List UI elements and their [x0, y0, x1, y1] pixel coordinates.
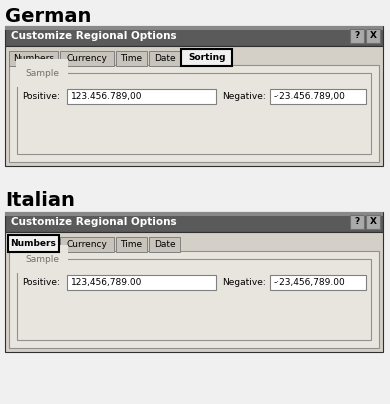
Bar — [269, 275, 366, 290]
Text: Customize Regional Options: Customize Regional Options — [11, 31, 177, 41]
Bar — [17, 73, 371, 154]
Bar — [5, 26, 383, 30]
Bar — [149, 237, 181, 252]
Text: Sample: Sample — [25, 69, 59, 78]
Bar — [9, 65, 379, 162]
Bar — [366, 29, 380, 43]
Bar — [9, 51, 58, 66]
Bar — [5, 232, 383, 352]
Bar — [67, 275, 216, 290]
Bar — [116, 51, 147, 66]
Bar — [269, 89, 366, 104]
Text: Time: Time — [121, 240, 143, 249]
Text: -·23.456.789,00: -·23.456.789,00 — [274, 92, 346, 101]
Text: Negative:: Negative: — [222, 92, 266, 101]
Bar — [181, 49, 232, 66]
Text: -·23,456,789.00: -·23,456,789.00 — [274, 278, 346, 287]
Text: Positive:: Positive: — [22, 278, 60, 287]
Text: Numbers: Numbers — [11, 238, 56, 248]
Bar — [5, 46, 383, 166]
Text: Sorting: Sorting — [188, 53, 225, 61]
Text: Currency: Currency — [66, 240, 107, 249]
Text: Sample: Sample — [25, 255, 59, 263]
Text: ?: ? — [355, 32, 360, 40]
Text: ?: ? — [355, 217, 360, 227]
Bar — [149, 51, 181, 66]
Text: X: X — [369, 217, 376, 227]
Text: Date: Date — [154, 54, 176, 63]
Bar — [5, 26, 383, 46]
Bar — [5, 212, 383, 232]
Text: Customize Regional Options: Customize Regional Options — [11, 217, 177, 227]
Bar — [60, 51, 114, 66]
Text: X: X — [369, 32, 376, 40]
Text: German: German — [5, 6, 91, 25]
Bar — [366, 215, 380, 229]
Text: Time: Time — [121, 54, 143, 63]
Bar — [5, 212, 383, 216]
Bar — [67, 89, 216, 104]
Text: 123,456,789.00: 123,456,789.00 — [71, 278, 142, 287]
Bar — [17, 259, 371, 340]
Text: Italian: Italian — [5, 191, 75, 210]
Text: Currency: Currency — [66, 54, 107, 63]
Bar — [116, 237, 147, 252]
Bar — [350, 215, 364, 229]
Text: Date: Date — [154, 240, 176, 249]
Text: Numbers: Numbers — [13, 54, 54, 63]
Bar — [60, 237, 114, 252]
Bar — [8, 235, 58, 252]
Text: Positive:: Positive: — [22, 92, 60, 101]
Text: 123.456.789,00: 123.456.789,00 — [71, 92, 142, 101]
Bar — [9, 251, 379, 348]
Bar — [350, 29, 364, 43]
Text: Negative:: Negative: — [222, 278, 266, 287]
